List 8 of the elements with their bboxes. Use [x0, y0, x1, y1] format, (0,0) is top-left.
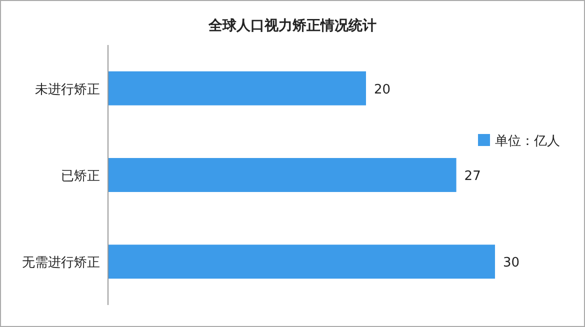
chart-title: 全球人口视力矫正情况统计 — [208, 17, 376, 34]
data-label: 30 — [503, 256, 520, 271]
y-tick-label: 无需进行矫正 — [22, 256, 100, 271]
data-label: 20 — [374, 82, 391, 98]
legend-label: 单位：亿人 — [495, 134, 560, 149]
data-label: 27 — [464, 169, 481, 184]
y-tick-label: 已矫正 — [61, 169, 100, 184]
y-tick-label: 未进行矫正 — [35, 82, 100, 98]
